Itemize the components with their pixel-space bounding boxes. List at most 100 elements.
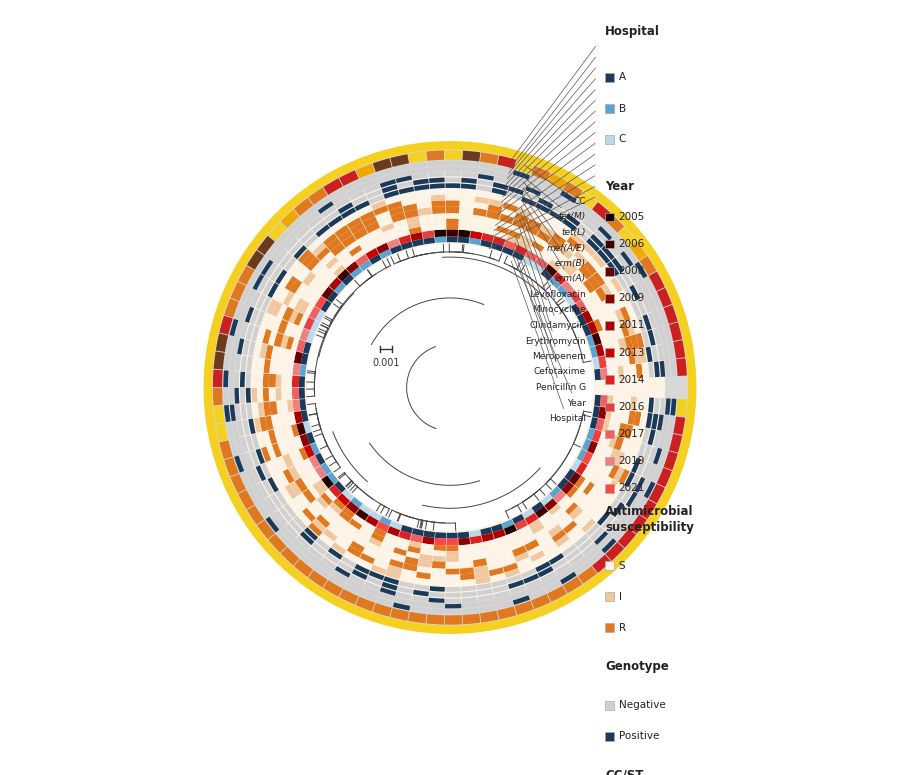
Wedge shape [257,328,266,343]
Wedge shape [362,179,379,189]
Wedge shape [562,281,574,294]
Wedge shape [616,254,629,270]
Wedge shape [565,549,581,561]
Wedge shape [473,558,487,567]
Wedge shape [230,282,246,301]
Text: 2016: 2016 [618,402,645,412]
Wedge shape [290,279,302,294]
Wedge shape [247,505,264,525]
Wedge shape [318,202,334,214]
Wedge shape [365,515,379,527]
Wedge shape [294,326,303,339]
Wedge shape [276,229,291,245]
Wedge shape [605,355,612,367]
Wedge shape [642,428,650,444]
Wedge shape [525,223,539,236]
Wedge shape [670,360,677,377]
Wedge shape [284,484,297,499]
Wedge shape [324,552,339,565]
Wedge shape [281,527,294,542]
Wedge shape [663,325,672,343]
Wedge shape [460,567,474,574]
Wedge shape [608,341,616,354]
Wedge shape [588,257,601,271]
Wedge shape [500,214,514,224]
Wedge shape [505,568,520,578]
Wedge shape [594,531,608,545]
Wedge shape [412,528,424,536]
Wedge shape [549,504,561,515]
Wedge shape [472,220,484,227]
Wedge shape [329,260,342,273]
Wedge shape [417,566,431,574]
Wedge shape [364,184,381,194]
Wedge shape [363,521,375,532]
Wedge shape [563,521,577,534]
Wedge shape [394,170,411,178]
Wedge shape [308,570,328,587]
Wedge shape [491,243,503,252]
Wedge shape [501,519,514,529]
Wedge shape [378,547,392,559]
Bar [605,322,614,330]
Wedge shape [577,314,587,326]
Wedge shape [363,548,377,559]
Wedge shape [363,243,375,254]
Wedge shape [495,595,512,604]
Wedge shape [446,189,460,195]
Wedge shape [303,317,315,330]
Wedge shape [235,371,239,388]
Wedge shape [320,251,335,266]
Wedge shape [369,510,382,521]
Bar [605,376,614,384]
Wedge shape [492,182,508,191]
Wedge shape [304,234,318,248]
Text: Negative: Negative [618,701,665,710]
Wedge shape [446,562,459,569]
Wedge shape [431,568,446,574]
Wedge shape [558,539,573,552]
Wedge shape [323,233,338,246]
Wedge shape [393,547,407,556]
Wedge shape [390,245,402,254]
Wedge shape [320,463,331,475]
Wedge shape [459,544,471,551]
Wedge shape [459,555,472,562]
Wedge shape [277,304,288,319]
Wedge shape [349,574,365,585]
Wedge shape [629,474,640,490]
Wedge shape [353,228,368,240]
Wedge shape [275,270,287,284]
Wedge shape [652,466,662,483]
Wedge shape [338,511,352,522]
Wedge shape [583,280,595,293]
Wedge shape [460,560,473,569]
Wedge shape [463,614,481,625]
Wedge shape [321,556,337,569]
Wedge shape [607,261,619,276]
Wedge shape [601,246,615,260]
Wedge shape [316,247,330,260]
Wedge shape [460,574,474,580]
Wedge shape [350,541,365,553]
Wedge shape [552,256,565,267]
Wedge shape [617,227,636,246]
Wedge shape [285,237,299,252]
Wedge shape [511,176,528,184]
Wedge shape [276,361,283,374]
Wedge shape [320,300,331,312]
Wedge shape [341,556,356,567]
Wedge shape [446,224,458,229]
Wedge shape [542,248,555,260]
Wedge shape [274,332,284,347]
Wedge shape [581,452,593,465]
Wedge shape [298,250,311,264]
Wedge shape [339,589,358,604]
Wedge shape [434,229,446,237]
Wedge shape [304,211,320,225]
Wedge shape [446,219,459,224]
Wedge shape [488,205,502,213]
Wedge shape [523,574,539,584]
Wedge shape [391,608,410,621]
Wedge shape [346,546,362,558]
